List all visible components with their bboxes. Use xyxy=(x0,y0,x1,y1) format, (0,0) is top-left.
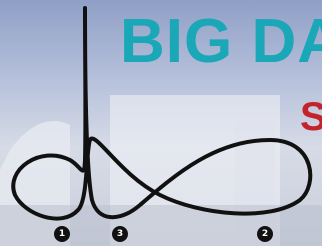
marker: 1 xyxy=(54,226,70,242)
scene: BIG DA S 1 3 2 xyxy=(0,0,322,246)
marker: 3 xyxy=(112,226,128,242)
marker: 2 xyxy=(257,226,273,242)
marker-label: 1 xyxy=(59,229,65,239)
marker-label: 3 xyxy=(117,229,123,239)
page: BIG DA S 1 3 2 (() => { const data = JSO… xyxy=(0,0,322,246)
subheadline: S xyxy=(300,95,322,139)
headline: BIG DA xyxy=(120,7,322,76)
marker-label: 2 xyxy=(262,229,268,239)
